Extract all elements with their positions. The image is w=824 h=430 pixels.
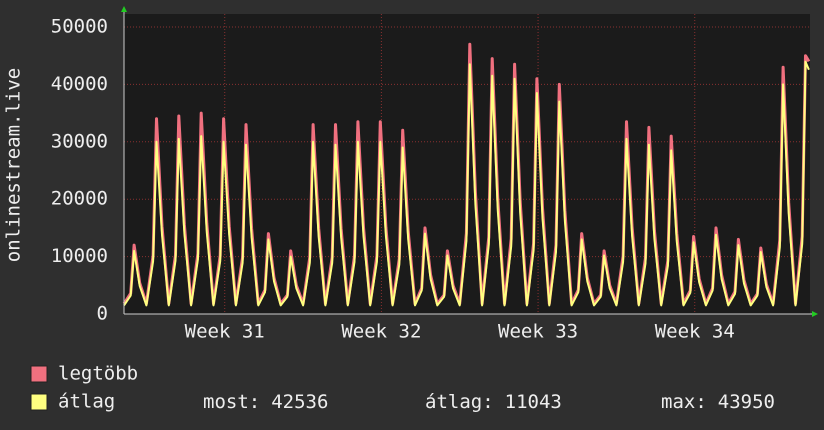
y-tick-label: 50000 [51, 16, 108, 38]
stat-value: 42536 [271, 391, 328, 413]
stat-value: 11043 [505, 391, 562, 413]
stat-label: most: [203, 391, 260, 413]
x-tick-label: Week 32 [341, 321, 421, 343]
stat-value: 43950 [718, 391, 775, 413]
series [122, 42, 811, 307]
legend-swatch [30, 365, 48, 383]
stat-label: max: [661, 391, 707, 413]
y-tick-label: 40000 [51, 73, 108, 95]
legend-label: átlag [58, 391, 115, 413]
y-axis-label: onlinestream.live [3, 68, 25, 262]
y-tick-label: 10000 [51, 245, 108, 267]
arrow [121, 6, 127, 12]
legend: legtöbb átlag most: 42536 átlag: 11043 max: 439… [30, 363, 775, 413]
stat: átlag: 11043 [425, 391, 562, 413]
arrow [812, 311, 818, 317]
y-tick-label: 0 [97, 303, 108, 325]
stat: most: 42536 [203, 391, 328, 413]
x-tick-label: Week 31 [185, 321, 265, 343]
stat: max: 43950 [661, 391, 775, 413]
y-tick-label: 20000 [51, 188, 108, 210]
y-tick-label: 30000 [51, 130, 108, 152]
legend-label: legtöbb [58, 363, 138, 385]
line [123, 60, 810, 307]
x-tick-label: Week 34 [655, 321, 735, 343]
legend-swatch [30, 393, 48, 411]
stat-label: átlag: [425, 391, 494, 413]
x-tick-label: Week 33 [498, 321, 578, 343]
